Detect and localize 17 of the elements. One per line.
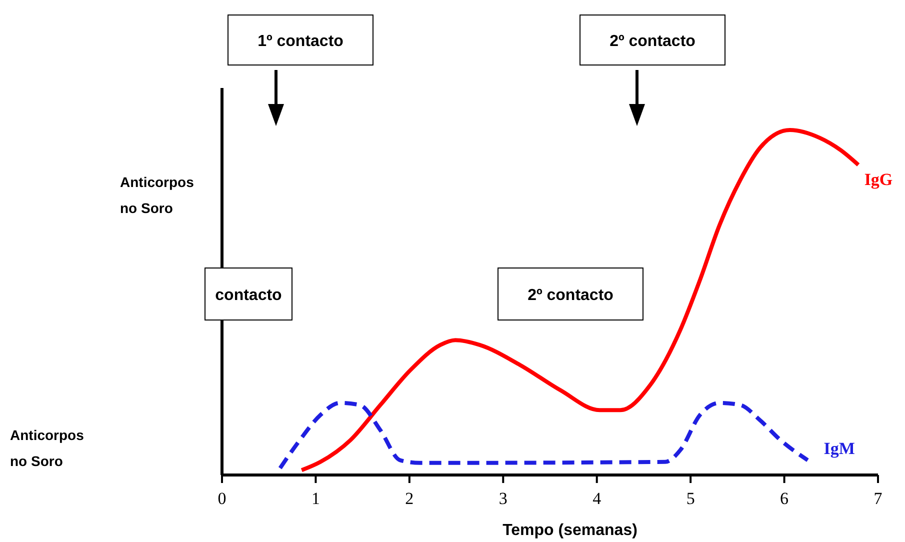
y-axis-title: Anticorpos no Soro: [120, 174, 194, 216]
series-label: IgM: [824, 439, 855, 458]
x-tick-label: 7: [874, 489, 883, 508]
text: 2º contacto: [610, 33, 696, 50]
x-tick-label: 3: [498, 489, 508, 508]
x-tick-label: 1: [311, 489, 320, 508]
series-label: IgG: [864, 170, 893, 189]
x-tick-label: 0: [218, 489, 226, 508]
x-tick-label: 5: [686, 489, 695, 508]
text: 1º contacto: [258, 33, 344, 50]
annotation: 2º contacto: [528, 287, 614, 304]
text: Anticorpos no Soro: [10, 427, 84, 469]
x-tick-label: 4: [592, 489, 602, 508]
x-tick-label: 6: [780, 489, 789, 508]
x-tick-label: 2: [405, 489, 414, 508]
x-axis-title: Tempo (semanas): [502, 522, 638, 539]
annotation: contacto: [215, 287, 282, 304]
